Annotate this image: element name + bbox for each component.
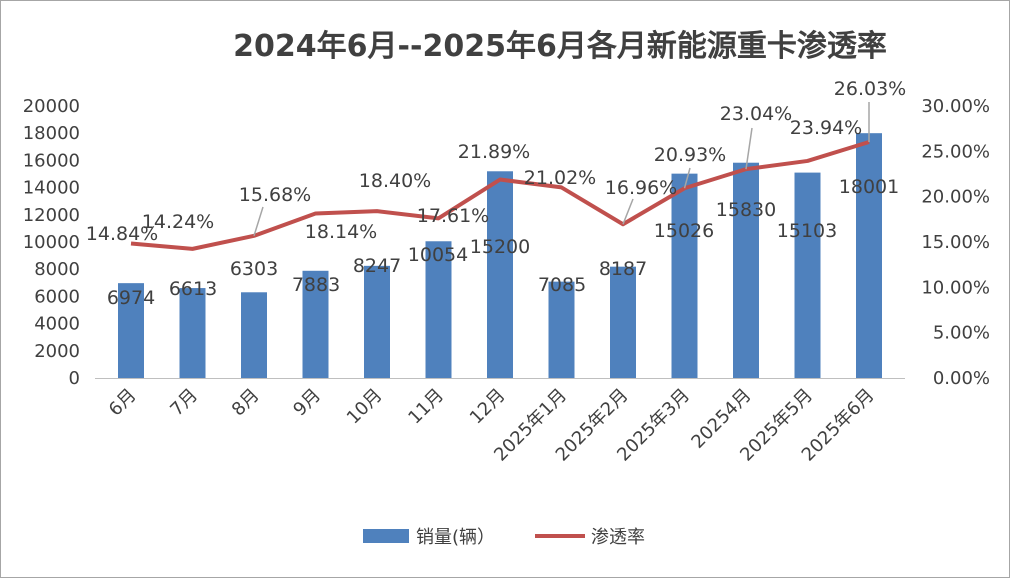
- bar-data-label: 15830: [716, 199, 776, 221]
- bar: [241, 292, 267, 378]
- y-left-tick-label: 2000: [34, 341, 80, 362]
- legend-bar-label: 销量(辆）: [416, 527, 495, 548]
- bar-data-label: 7883: [292, 274, 340, 296]
- y-left-tick-label: 16000: [23, 150, 80, 171]
- y-right-tick-label: 30.00%: [921, 96, 990, 117]
- bar: [179, 288, 206, 378]
- bar-data-label: 7085: [538, 274, 586, 296]
- bar-data-label: 6974: [107, 287, 155, 309]
- line-data-label: 18.14%: [305, 221, 377, 243]
- line-data-label: 26.03%: [834, 78, 906, 100]
- y-left-tick-label: 18000: [23, 123, 80, 144]
- line-data-label: 15.68%: [239, 184, 311, 206]
- bar-data-label: 6303: [230, 258, 278, 280]
- y-right-tick-label: 5.00%: [933, 323, 990, 344]
- bar: [487, 171, 513, 378]
- bar: [856, 133, 882, 378]
- line-data-label: 23.94%: [790, 117, 862, 139]
- leader-line: [253, 206, 264, 237]
- y-left-tick-label: 0: [69, 368, 80, 389]
- leader-line: [683, 167, 691, 189]
- y-left-tick-label: 10000: [23, 232, 80, 253]
- line-data-label: 14.24%: [142, 211, 214, 233]
- y-left-tick-label: 20000: [23, 96, 80, 117]
- bar: [425, 241, 452, 378]
- bar-data-label: 10054: [408, 244, 468, 266]
- bar-data-label: 8187: [599, 258, 647, 280]
- bar: [610, 266, 636, 378]
- y-left-tick-label: 8000: [34, 259, 80, 280]
- y-right-tick-label: 0.00%: [933, 368, 990, 389]
- line-data-label: 18.40%: [359, 170, 431, 192]
- line-data-label: 16.96%: [605, 177, 677, 199]
- bar: [364, 265, 390, 378]
- chart-title: 2024年6月--2025年6月各月新能源重卡渗透率: [233, 29, 887, 64]
- bar: [548, 281, 575, 378]
- leader-line: [745, 127, 753, 170]
- y-left-tick-label: 14000: [23, 178, 80, 199]
- line-data-label: 14.84%: [86, 223, 158, 245]
- bar: [118, 283, 144, 378]
- bar-data-label: 8247: [353, 255, 401, 277]
- bar-data-label: 15200: [470, 236, 530, 258]
- leader-line: [622, 198, 634, 225]
- y-left-tick-label: 6000: [34, 286, 80, 307]
- y-left-tick-label: 12000: [23, 205, 80, 226]
- bar: [671, 173, 698, 378]
- bar-data-label: 15026: [654, 220, 714, 242]
- y-right-tick-label: 10.00%: [921, 277, 990, 298]
- line-data-label: 20.93%: [654, 144, 726, 166]
- bar: [794, 172, 821, 378]
- bar-data-label: 15103: [777, 220, 837, 242]
- line-data-label: 23.04%: [720, 103, 792, 125]
- y-right-tick-label: 20.00%: [921, 187, 990, 208]
- bar-data-label: 18001: [839, 176, 899, 198]
- bar: [302, 270, 329, 378]
- line-data-label: 21.02%: [524, 167, 596, 189]
- bar: [733, 162, 759, 378]
- bar-data-label: 6613: [169, 278, 217, 300]
- line-data-label: 17.61%: [417, 205, 489, 227]
- y-left-tick-label: 4000: [34, 314, 80, 335]
- y-right-tick-label: 25.00%: [921, 141, 990, 162]
- y-right-tick-label: 15.00%: [921, 232, 990, 253]
- legend-bar-swatch: [363, 529, 409, 543]
- legend-line-label: 渗透率: [591, 527, 645, 548]
- line-data-label: 21.89%: [458, 141, 530, 163]
